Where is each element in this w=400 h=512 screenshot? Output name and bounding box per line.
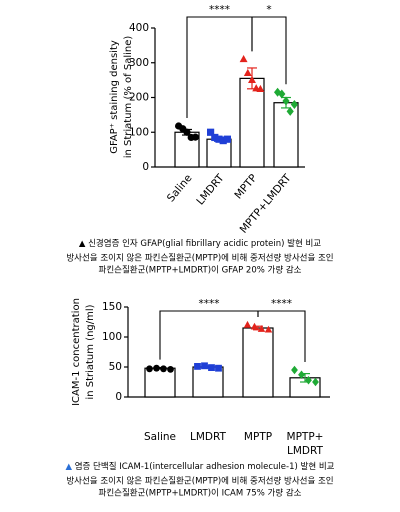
data-point [239, 54, 248, 63]
y-axis-label: ICAM-1 concentration [71, 298, 82, 406]
x-tick-label: Saline [144, 431, 176, 443]
x-tick-label: LMDRT [190, 431, 227, 443]
y-axis-label: in Striatum (% of Saline) [123, 36, 134, 159]
data-point [201, 362, 208, 370]
bar [144, 367, 176, 398]
data-point [160, 365, 167, 373]
caption-title: ▲ 신경염증 인자 GFAP(glial fibrillary acidic p… [79, 238, 321, 249]
x-tick-label: MPTP+ LMDRT [287, 431, 324, 457]
significance-bracket [257, 310, 306, 362]
data-point [257, 325, 266, 332]
x-tick-label: MPTP [232, 172, 259, 201]
y-axis-label: in Striatum (ng/ml) [85, 304, 96, 399]
data-point [243, 68, 252, 77]
caption-title-text: 신경염증 인자 GFAP(glial fibrillary acidic pro… [88, 238, 321, 249]
caption-line: 파킨슨질환군(MPTP+LMDRT)이 GFAP 20% 가량 감소 [99, 265, 302, 276]
data-point [243, 320, 252, 328]
caption-line: 방사선을 조이지 않은 파킨슨질환군(MPTP)에 비해 중저선량 방사선을 조… [66, 476, 333, 487]
x-tick-label-line: MPTP+ [287, 431, 324, 443]
significance-bracket [251, 16, 287, 85]
caption-marker: ▲ [65, 462, 72, 472]
x-tick-label: LMDRT [194, 172, 227, 208]
bar [206, 138, 232, 168]
x-tick-label-line: LMDRT [287, 445, 324, 457]
data-point [291, 365, 298, 375]
data-point [191, 133, 199, 141]
bar [239, 77, 265, 168]
y-tick-label: 0 [142, 161, 149, 173]
y-axis-label: GFAP⁺ staining density [109, 40, 120, 154]
data-point [146, 365, 153, 373]
data-point [305, 375, 312, 385]
caption-marker: ▲ [79, 239, 86, 249]
data-point [215, 135, 223, 143]
data-point [153, 364, 160, 372]
data-point [264, 325, 273, 333]
data-point [207, 128, 215, 136]
data-point [223, 135, 231, 143]
data-point [167, 366, 174, 373]
y-tick-label: 50 [109, 361, 122, 373]
data-point [215, 364, 222, 372]
y-tick-label: 100 [129, 126, 149, 138]
data-point [248, 75, 256, 84]
y-tick-label: 0 [115, 391, 122, 403]
x-tick-label: Saline [165, 172, 195, 204]
bar [242, 327, 274, 398]
data-point [194, 363, 201, 370]
y-tick-label: 100 [102, 331, 122, 343]
caption-line: 파킨슨질환군(MPTP+LMDRT)이 ICAM 75% 가량 감소 [99, 488, 302, 499]
caption-title-text: 염증 단백질 ICAM-1(intercellular adhesion mol… [75, 461, 335, 472]
data-point [250, 322, 259, 330]
y-tick-label: 200 [129, 92, 149, 104]
data-point [183, 128, 191, 136]
significance-label: * [266, 4, 271, 16]
bar [192, 366, 224, 398]
data-point [298, 370, 305, 380]
significance-label: **** [271, 298, 292, 310]
data-point [278, 89, 286, 99]
data-point [312, 377, 319, 387]
data-point [219, 136, 227, 145]
data-point [282, 96, 290, 106]
y-tick-label: 150 [102, 301, 122, 313]
significance-label: **** [209, 4, 230, 16]
y-tick-label: 300 [129, 57, 149, 69]
x-tick-label: MPTP [244, 431, 272, 443]
data-point [274, 87, 282, 97]
bar [273, 102, 299, 168]
data-point [286, 106, 294, 116]
data-point [290, 99, 298, 109]
y-tick-label: 400 [129, 22, 149, 34]
caption-line: 방사선을 조이지 않은 파킨슨질환군(MPTP)에 비해 중저선량 방사선을 조… [66, 253, 333, 264]
data-point [211, 133, 219, 142]
caption-title: ▲ 염증 단백질 ICAM-1(intercellular adhesion m… [65, 461, 334, 472]
significance-label: **** [199, 298, 220, 310]
data-point [208, 364, 215, 371]
data-point [256, 84, 265, 93]
